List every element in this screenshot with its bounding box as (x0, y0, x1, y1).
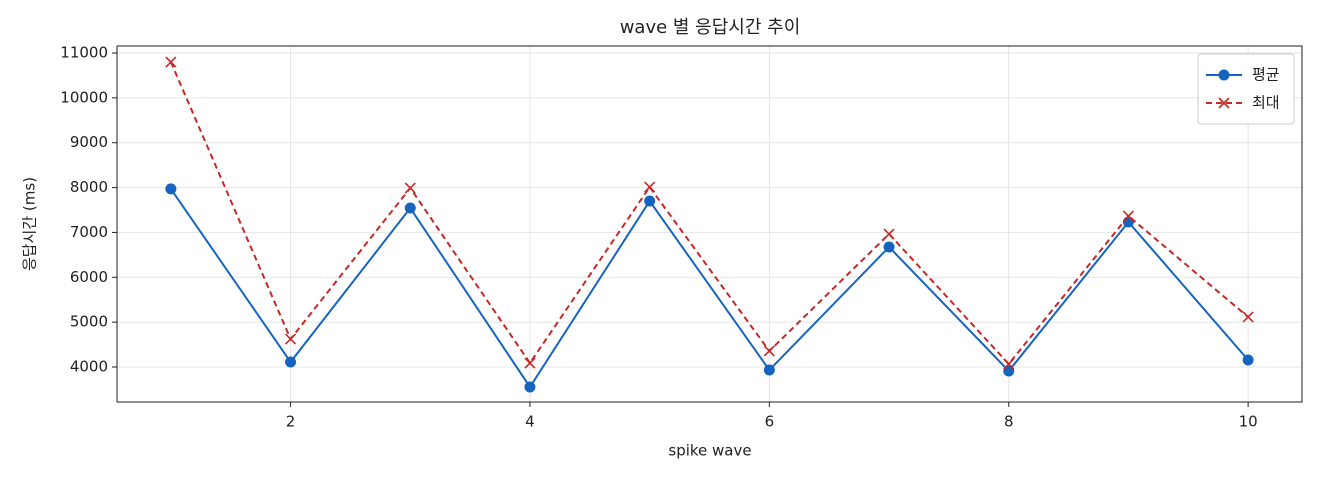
marker (404, 202, 416, 214)
marker (284, 333, 297, 345)
marker (883, 228, 895, 240)
legend-label: 평균 (1252, 66, 1280, 84)
marker (1003, 358, 1015, 370)
x-tick-label: 10 (1239, 413, 1258, 431)
y-tick-label: 6000 (70, 268, 108, 286)
y-tick-label: 8000 (70, 178, 108, 196)
y-tick-label: 5000 (70, 313, 108, 331)
y-tick-label: 7000 (70, 223, 108, 241)
series-line (169, 61, 1249, 366)
y-tick-label: 4000 (70, 358, 108, 376)
x-tick-label: 6 (765, 413, 775, 431)
y-tick-label: 11000 (60, 43, 108, 61)
marker (404, 182, 416, 194)
legend-label: 최대 (1252, 94, 1280, 112)
series-line (170, 188, 1249, 389)
marker (883, 241, 895, 253)
legend-box (1197, 53, 1295, 125)
marker (1242, 354, 1254, 366)
x-tick-label: 2 (286, 413, 296, 431)
marker (1003, 365, 1015, 377)
marker (644, 181, 656, 193)
legend-marker (1218, 97, 1230, 109)
legend-marker (1218, 69, 1230, 81)
marker (165, 183, 177, 195)
x-tick-label: 8 (1004, 413, 1014, 431)
x-axis-label: spike wave (668, 442, 751, 460)
marker (763, 364, 775, 376)
marker (285, 356, 297, 368)
marker (165, 56, 177, 68)
chart-title: wave 별 응답시간 추이 (620, 17, 801, 38)
marker (763, 345, 775, 357)
marker (1242, 311, 1254, 323)
marker (524, 357, 536, 369)
plot-frame (116, 45, 1303, 403)
y-tick-label: 10000 (60, 88, 108, 106)
marker (1122, 210, 1135, 222)
marker (524, 381, 536, 393)
x-tick-label: 4 (525, 413, 535, 431)
y-axis-label: 응답시간 (ms) (21, 177, 39, 271)
marker (644, 195, 656, 207)
y-tick-label: 9000 (70, 133, 108, 151)
